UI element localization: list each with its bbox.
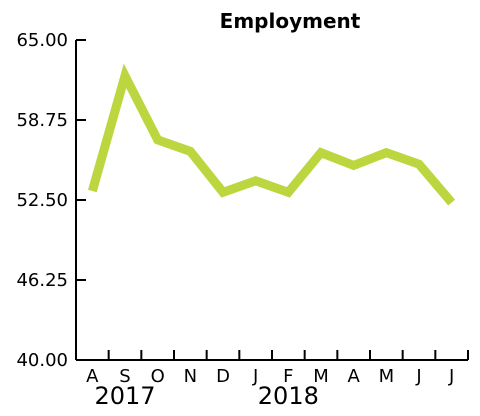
y-axis: 40.00 46.25 52.50 58.75 65.00	[16, 30, 86, 371]
x-tick-label: A	[348, 366, 361, 387]
y-tick-label: 46.25	[16, 270, 68, 291]
x-tick-label: J	[252, 366, 258, 387]
year-label: 2018	[258, 382, 319, 410]
y-tick-label: 58.75	[16, 110, 68, 131]
x-tick-label: A	[86, 366, 99, 387]
x-tick-label: M	[379, 366, 395, 387]
series-line	[88, 63, 456, 206]
x-tick-label: J	[415, 366, 421, 387]
x-tick-label: O	[151, 366, 165, 387]
year-label: 2017	[94, 382, 155, 410]
y-tick-label: 40.00	[16, 350, 68, 371]
x-tick-label: N	[184, 366, 197, 387]
x-tick-label: S	[119, 366, 130, 387]
y-tick-label: 65.00	[16, 30, 68, 51]
x-tick-label: D	[216, 366, 230, 387]
x-tick-label: J	[448, 366, 454, 387]
y-tick-label: 52.50	[16, 190, 68, 211]
x-tick-label: M	[313, 366, 329, 387]
x-tick-label: F	[283, 366, 293, 387]
plot-area	[88, 63, 456, 206]
chart-title: Employment	[220, 9, 361, 33]
